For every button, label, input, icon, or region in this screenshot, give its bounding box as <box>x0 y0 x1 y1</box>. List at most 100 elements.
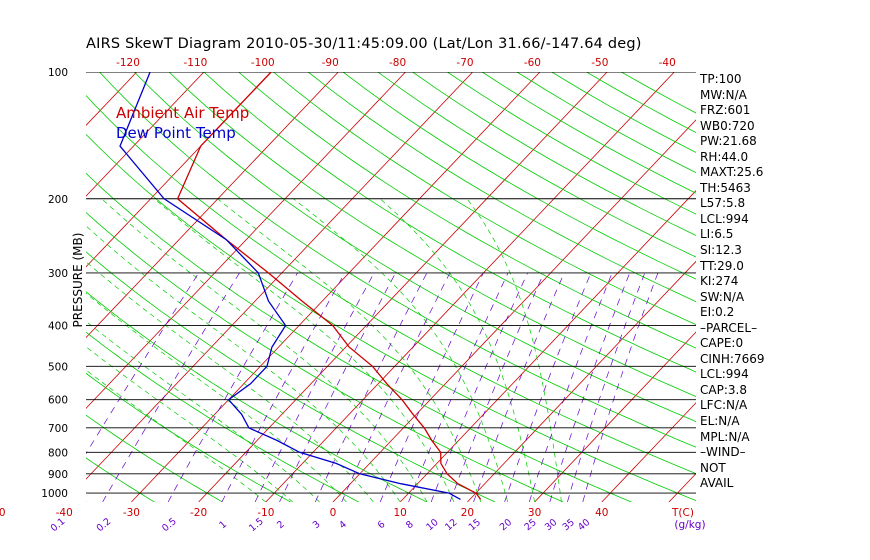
pressure-tick-label: 800 <box>48 447 68 459</box>
pressure-tick-label: 1000 <box>41 488 68 500</box>
dry-adiabat-line <box>86 331 359 502</box>
stability-index-item: WB0:720 <box>700 118 755 133</box>
mixing-ratio-line <box>582 272 659 502</box>
stability-index-item: MAXT:25.6 <box>700 165 764 180</box>
dry-adiabat-line <box>86 133 696 502</box>
isotherm-line <box>332 119 696 502</box>
isotherm-line <box>86 72 205 197</box>
mixing-ratio-line <box>279 272 396 502</box>
legend-dewpoint: Dew Point Temp <box>116 124 236 142</box>
isotherm-line <box>467 260 696 502</box>
mixing-ratio-tick-label: 2 <box>275 519 287 531</box>
dry-adiabat-line <box>342 72 696 280</box>
pressure-tick-label: 300 <box>48 268 68 280</box>
chart-title: AIRS SkewT Diagram 2010-05-30/11:45:09.0… <box>86 36 642 52</box>
isotherm-line <box>534 331 696 502</box>
top-temperature-tick-label: -70 <box>456 57 473 69</box>
stability-index-item: LI:6.5 <box>700 227 734 242</box>
moist-adiabat-line <box>86 261 374 502</box>
isotherm-line <box>198 72 608 502</box>
mixing-ratio-tick-label: 30 <box>543 517 559 533</box>
moist-adiabat-line <box>86 320 320 502</box>
mixing-ratio-tick-label: 12 <box>443 517 459 533</box>
pressure-tick-label: 900 <box>48 469 68 481</box>
mixing-ratio-line <box>221 272 346 502</box>
dry-adiabat-line <box>134 72 696 423</box>
mixing-ratio-tick-label: 1 <box>217 519 229 531</box>
mixing-ratio-line <box>167 272 298 502</box>
stability-index-item: TP:100 <box>700 72 742 86</box>
stability-index-item: –WIND– <box>700 445 746 460</box>
pressure-tick-label: 500 <box>48 361 68 373</box>
moist-adiabat-line <box>86 346 293 502</box>
mixing-ratio-tick-label: 40 <box>576 517 592 533</box>
mixing-ratio-tick-label: 35 <box>561 517 577 533</box>
mixing-ratio-tick-label: 10 <box>424 517 440 533</box>
moist-adiabat-line <box>86 369 267 502</box>
bottom-temperature-tick-label: 30 <box>528 507 541 519</box>
top-temperature-tick-label: -90 <box>322 57 339 69</box>
bottom-temperature-tick-label: 40 <box>595 507 608 519</box>
mixing-ratio-line <box>449 272 545 502</box>
stability-index-item: CAPE:0 <box>700 336 744 351</box>
stability-index-item: CAP:3.8 <box>700 382 747 397</box>
moist-adiabat-line <box>466 198 562 502</box>
isotherm-line <box>399 190 696 502</box>
moist-adiabat-line <box>154 198 455 502</box>
mixing-ratio-line <box>254 272 375 502</box>
top-temperature-tick-label: -100 <box>251 57 275 69</box>
stability-index-item: TH:5463 <box>700 180 751 195</box>
stability-index-item: PW:21.68 <box>700 134 757 149</box>
bottom-temperature-tick-label: -20 <box>190 507 207 519</box>
moist-adiabat-line <box>86 292 347 502</box>
x-axis-label: T(C) <box>671 507 694 519</box>
top-temperature-tick-label: -120 <box>116 57 140 69</box>
mixing-ratio-line <box>430 272 528 502</box>
dry-adiabat-line <box>99 72 696 448</box>
bottom-temperature-tick-label: 0 <box>330 507 337 519</box>
pressure-tick-label: 200 <box>48 194 68 206</box>
dry-adiabat-line <box>238 72 696 349</box>
legend-temperature: Ambient Air Temp <box>116 104 249 122</box>
stability-index-item: TT:29.0 <box>700 258 744 273</box>
mixing-ratio-tick-label: 25 <box>523 517 539 533</box>
isotherm-line <box>601 402 696 502</box>
dry-adiabat-line <box>307 72 696 303</box>
stability-index-item: EI:0.2 <box>700 305 735 320</box>
mixing-ratio-unit-label: (g/kg) <box>674 519 705 531</box>
dry-adiabat-line <box>86 457 155 502</box>
bottom-temperature-tick-label: -50 <box>0 507 6 519</box>
mixing-ratio-line <box>341 272 451 502</box>
stability-index-item: SI:12.3 <box>700 243 742 258</box>
top-temperature-tick-label: -60 <box>524 57 541 69</box>
moist-adiabat-line <box>293 198 509 502</box>
isotherm-line <box>803 72 870 502</box>
stability-index-item: MW:N/A <box>700 87 747 102</box>
stability-index-item: LFC:N/A <box>700 398 748 413</box>
pressure-tick-label: 100 <box>48 67 68 79</box>
pressure-tick-label: 400 <box>48 321 68 333</box>
mixing-ratio-line <box>86 272 199 455</box>
isotherm-line <box>86 72 406 409</box>
isotherm-line <box>0 72 70 502</box>
stability-index-item: NOT <box>700 460 726 475</box>
top-temperature-tick-label: -50 <box>591 57 608 69</box>
stability-index-item: CINH:7669 <box>700 351 765 366</box>
stability-index-item: LCL:994 <box>700 211 749 226</box>
stability-index-item: L57:5.8 <box>700 196 746 211</box>
moist-adiabat-line <box>101 198 428 502</box>
top-temperature-tick-label: -110 <box>183 57 207 69</box>
isotherm-line <box>86 72 473 480</box>
mixing-ratio-line <box>549 272 631 502</box>
bottom-temperature-tick-label: -30 <box>123 507 140 519</box>
mixing-ratio-tick-label: 8 <box>404 519 416 531</box>
dry-adiabat-line <box>86 95 696 475</box>
mixing-ratio-tick-label: 15 <box>467 517 483 533</box>
dry-adiabat-line <box>273 72 696 326</box>
dry-adiabat-line <box>203 72 696 373</box>
mixing-ratio-line <box>314 272 428 502</box>
bottom-temperature-tick-label: -40 <box>56 507 73 519</box>
dry-adiabat-line <box>377 72 696 258</box>
dry-adiabat-line <box>481 72 696 194</box>
mixing-ratio-line <box>528 272 613 502</box>
